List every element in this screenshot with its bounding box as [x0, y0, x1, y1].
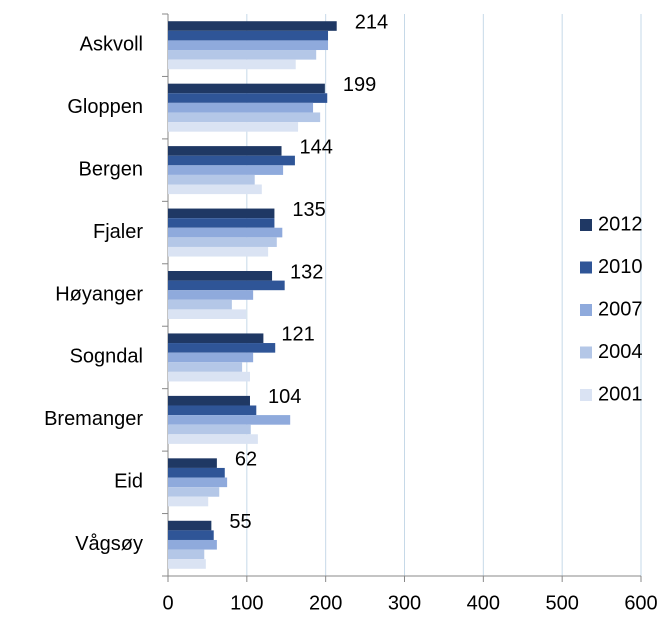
y-tick-label: Sogndal	[70, 346, 143, 368]
bar	[168, 290, 254, 300]
bar	[168, 496, 209, 507]
bar	[168, 477, 228, 488]
legend-swatch	[580, 219, 592, 231]
bar	[168, 467, 225, 478]
legend-swatch	[580, 304, 592, 316]
bar	[168, 424, 251, 435]
y-tick-label: Bergen	[79, 158, 144, 180]
y-tick-label: Askvoll	[80, 34, 143, 56]
data-label: 199	[343, 74, 376, 96]
bar	[168, 208, 275, 219]
bar	[168, 165, 284, 175]
bar	[168, 93, 328, 103]
y-tick-label: Vågsøy	[75, 533, 143, 555]
legend-swatch	[580, 389, 592, 401]
bar	[168, 343, 276, 353]
bar	[168, 21, 337, 31]
legend-label: 2007	[598, 298, 643, 320]
bar	[168, 40, 329, 51]
legend-label: 2010	[598, 256, 643, 278]
x-tick-label: 200	[309, 592, 342, 614]
legend-swatch	[580, 346, 592, 359]
bar	[168, 415, 291, 425]
bar	[168, 559, 206, 569]
legend-label: 2012	[598, 213, 643, 235]
bar	[168, 520, 212, 531]
data-label: 104	[268, 386, 301, 408]
bar	[168, 184, 262, 195]
bar	[168, 112, 321, 123]
data-label: 121	[281, 324, 314, 346]
bar	[168, 246, 269, 257]
data-label: 135	[292, 199, 325, 221]
bar	[168, 352, 254, 363]
bar	[168, 174, 255, 185]
x-tick-label: 100	[230, 592, 263, 614]
bar	[168, 59, 296, 70]
bar	[168, 237, 277, 247]
data-label: 55	[229, 511, 251, 533]
legend-label: 2004	[598, 341, 643, 363]
bar	[168, 371, 250, 382]
bar	[168, 333, 264, 344]
bar	[168, 299, 232, 310]
bar	[168, 30, 329, 41]
bar	[168, 50, 317, 60]
bar	[168, 155, 295, 166]
bar	[168, 280, 285, 291]
bar	[168, 271, 273, 281]
data-label: 132	[290, 261, 323, 283]
bar	[168, 395, 250, 406]
bar	[168, 122, 299, 132]
bar	[168, 83, 325, 94]
x-tick-label: 0	[162, 592, 173, 614]
bar	[168, 362, 243, 372]
bar	[168, 530, 214, 540]
bar	[168, 146, 282, 156]
y-tick-label: Gloppen	[67, 96, 143, 118]
x-tick-label: 400	[467, 592, 500, 614]
x-tick-label: 500	[545, 592, 578, 614]
bar	[168, 539, 217, 550]
bar	[168, 405, 257, 416]
bar	[168, 227, 283, 238]
bar	[168, 458, 217, 468]
legend-label: 2001	[598, 383, 643, 405]
y-tick-label: Eid	[114, 471, 143, 493]
bar	[168, 549, 205, 560]
x-tick-label: 300	[388, 592, 421, 614]
y-tick-label: Bremanger	[44, 408, 143, 430]
bar	[168, 218, 275, 228]
bar	[168, 434, 258, 444]
data-label: 214	[355, 12, 388, 34]
x-tick-label: 600	[624, 592, 657, 614]
bar	[168, 102, 314, 113]
y-tick-label: Fjaler	[93, 221, 143, 243]
data-label: 144	[300, 136, 333, 158]
bar	[168, 487, 220, 497]
data-label: 62	[235, 449, 257, 471]
legend-swatch	[580, 261, 592, 274]
bar	[168, 309, 247, 319]
y-tick-label: Høyanger	[55, 283, 143, 305]
